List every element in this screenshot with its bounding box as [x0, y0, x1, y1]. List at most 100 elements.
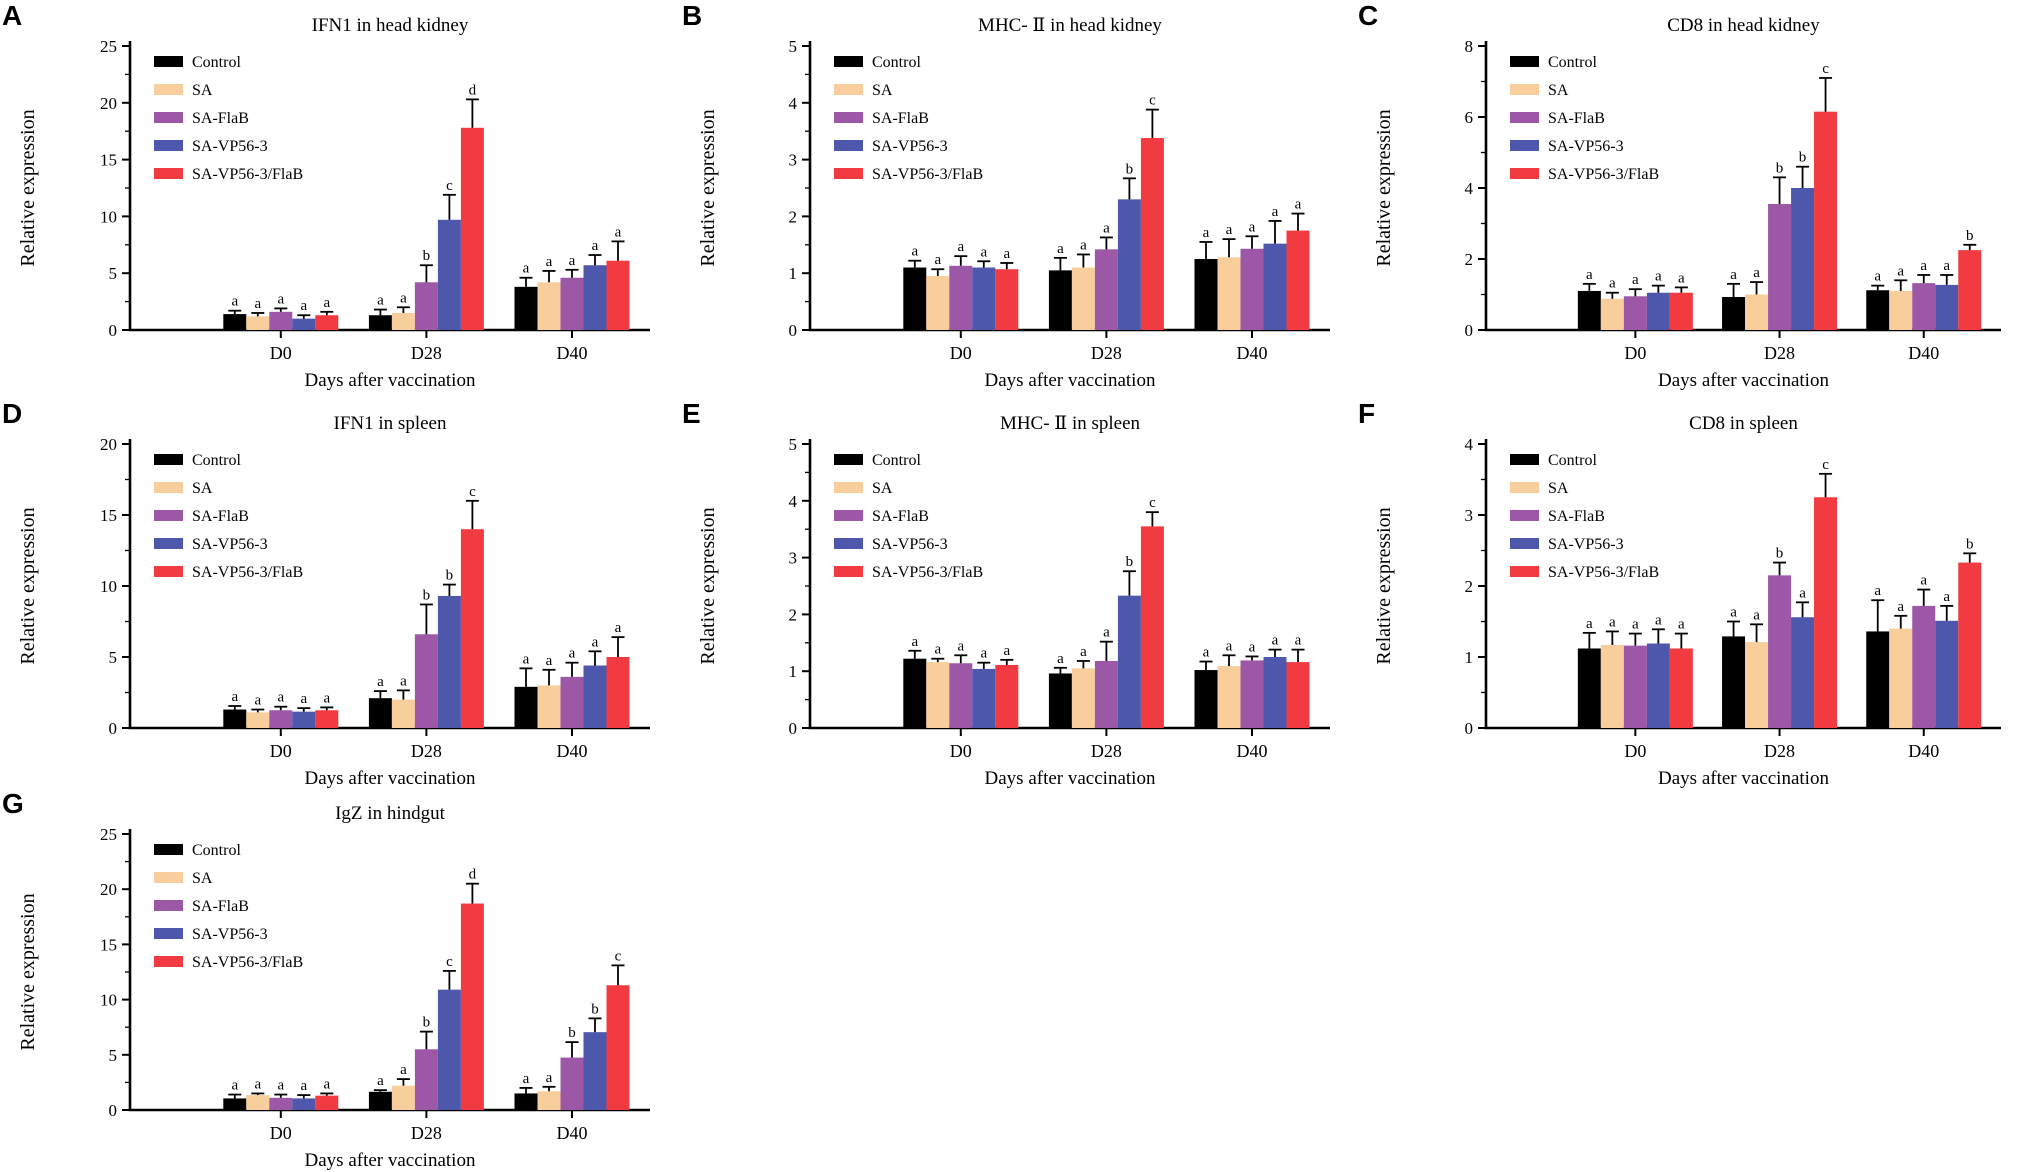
sig-letter: b [568, 1025, 576, 1041]
y-axis-label: Relative expression [1373, 109, 1395, 266]
legend-swatch [154, 168, 183, 179]
legend-label: Control [872, 54, 921, 71]
bar [460, 529, 484, 728]
panel-letter-e: E [682, 398, 701, 429]
sig-letter: c [469, 484, 476, 500]
sig-letter: c [446, 954, 453, 970]
bar [1263, 243, 1287, 330]
bar [606, 657, 630, 728]
sig-letter: a [323, 295, 330, 311]
legend-label: SA [192, 82, 213, 99]
y-axis-label: Relative expression [17, 893, 39, 1050]
bar [1866, 290, 1890, 330]
y-tick-label: 5 [789, 435, 798, 454]
sig-letter: a [957, 638, 964, 654]
sig-letter: a [323, 1076, 330, 1092]
legend-swatch [834, 140, 863, 151]
sig-letter: a [1272, 633, 1279, 649]
legend-label: SA [192, 480, 213, 497]
y-tick-label: 0 [789, 321, 798, 340]
y-tick-label: 20 [100, 435, 117, 454]
sig-letter: a [1730, 267, 1737, 283]
legend-label: SA-VP56-3 [872, 138, 948, 155]
legend-label: SA-VP56-3 [1548, 536, 1624, 553]
sig-letter: b [1966, 536, 1974, 552]
sig-letter: a [1103, 625, 1110, 641]
chart-title: IgZ in hindgut [335, 803, 445, 824]
legend-swatch [834, 112, 863, 123]
panel-letter-g: G [2, 788, 24, 819]
bar [223, 314, 247, 330]
bar [368, 698, 392, 728]
sig-letter: a [231, 689, 238, 705]
legend-swatch [154, 900, 183, 911]
sig-letter: a [1586, 616, 1593, 632]
bar [315, 1095, 339, 1110]
sig-letter: a [231, 1078, 238, 1094]
sig-letter: a [323, 690, 330, 706]
bar [1791, 188, 1815, 330]
x-tick-label: D40 [1908, 343, 1939, 363]
bar [1745, 642, 1769, 728]
sig-letter: a [377, 1073, 384, 1089]
sig-letter: a [1003, 246, 1010, 262]
bar [1958, 250, 1982, 330]
sig-letter: a [957, 239, 964, 255]
panel-letter-c: C [1358, 0, 1379, 31]
bar [1814, 111, 1838, 330]
x-tick-label: D0 [270, 343, 292, 363]
bar [1286, 662, 1310, 728]
sig-letter: a [377, 293, 384, 309]
legend-label: SA-VP56-3/FlaB [872, 564, 983, 581]
y-tick-label: 5 [109, 264, 118, 283]
sig-letter: a [254, 1076, 261, 1092]
legend-label: SA [1548, 82, 1569, 99]
legend-swatch [834, 566, 863, 577]
bar [223, 709, 247, 728]
legend-label: SA-VP56-3 [872, 536, 948, 553]
y-tick-label: 4 [789, 94, 798, 113]
legend-label: SA-FlaB [192, 898, 249, 915]
sig-letter: c [1822, 61, 1829, 77]
bar-chart-igz-hindgut: IgZ in hindgut Relative expression 0 5 10 15 2… [17, 803, 650, 1171]
panel-g: G IgZ in hindgut Relative expression 0 5 10 1… [0, 788, 676, 1172]
bar [1577, 290, 1601, 330]
legend-label: Control [1548, 452, 1597, 469]
legend-label: SA [1548, 480, 1569, 497]
x-tick-label: D0 [950, 741, 972, 761]
x-tick-label: D40 [1237, 343, 1268, 363]
sig-letter: b [1799, 150, 1807, 166]
y-tick-label: 4 [789, 492, 798, 511]
sig-letter: d [469, 82, 477, 98]
legend-label: SA-VP56-3/FlaB [192, 564, 303, 581]
x-axis-label: Days after vaccination [305, 768, 476, 789]
bar [537, 1091, 561, 1110]
legend-label: SA-VP56-3/FlaB [192, 954, 303, 971]
bar [391, 1085, 415, 1110]
bar [995, 664, 1019, 728]
bar [414, 282, 438, 330]
sig-letter: a [1609, 276, 1616, 292]
sig-letter: a [980, 244, 987, 260]
legend-swatch [154, 956, 183, 967]
bar [560, 676, 584, 728]
sig-letter: a [615, 620, 622, 636]
panel-a: A IFN1 in head kidney Relative expression… [0, 0, 676, 392]
bar [1194, 259, 1218, 330]
sig-letter: a [1249, 219, 1256, 235]
legend-swatch [834, 168, 863, 179]
legend-label: SA-FlaB [1548, 110, 1605, 127]
bar [1048, 673, 1072, 728]
sig-letter: a [1753, 607, 1760, 623]
legend-label: SA-FlaB [872, 110, 929, 127]
bar [1071, 668, 1095, 728]
bar [414, 634, 438, 728]
legend-label: Control [872, 452, 921, 469]
bar-chart-mhc2-spleen: MHC- Ⅱ in spleen Relative expression 0 1 2 3 4… [697, 413, 1330, 789]
bar [1194, 670, 1218, 728]
bar [437, 989, 461, 1110]
legend-swatch [1510, 566, 1539, 577]
x-tick-label: D0 [270, 1123, 292, 1143]
bar-chart-cd8-spleen: CD8 in spleen Relative expression 0 1 2 3 4 Con… [1373, 413, 2001, 789]
